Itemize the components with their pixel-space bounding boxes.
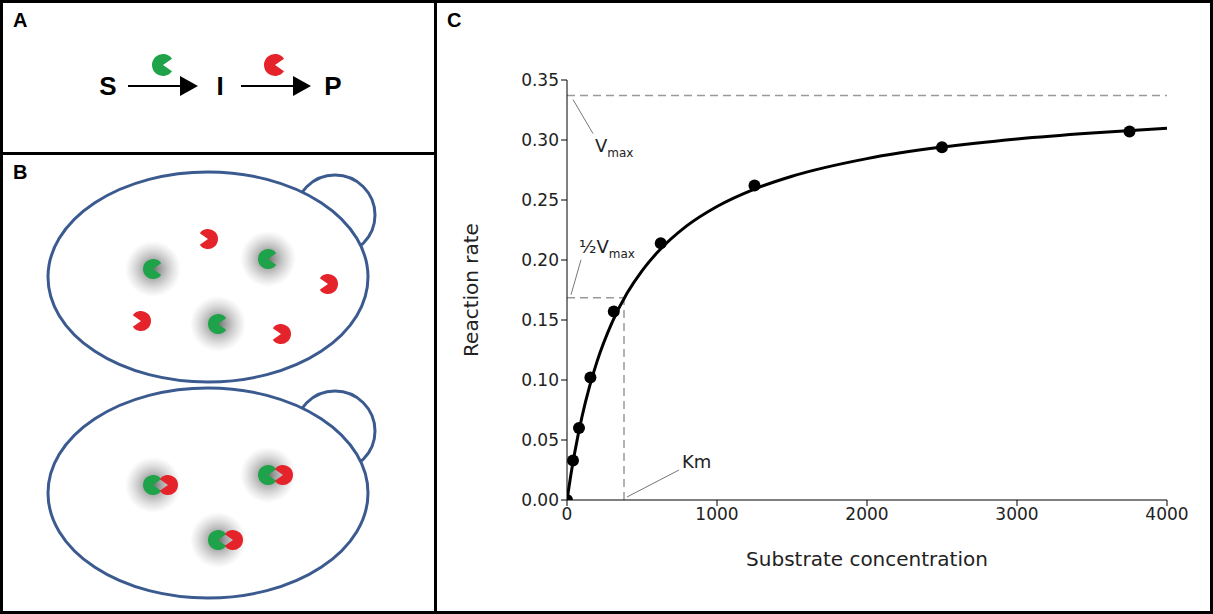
- svg-text:Substrate concentration: Substrate concentration: [746, 547, 988, 571]
- svg-text:0.15: 0.15: [521, 310, 559, 330]
- svg-text:0.20: 0.20: [521, 250, 559, 270]
- html-text:A: A: [13, 9, 28, 31]
- svg-text:Reaction rate: Reaction rate: [459, 223, 483, 357]
- svg-text:0.35: 0.35: [521, 70, 559, 90]
- html-text:C: C: [447, 9, 462, 31]
- svg-text:I: I: [216, 71, 223, 101]
- svg-text:P: P: [324, 71, 341, 101]
- svg-text:½Vmax: ½Vmax: [579, 236, 635, 261]
- svg-text:0.05: 0.05: [521, 430, 559, 450]
- svg-text:0: 0: [562, 504, 573, 524]
- svg-text:4000: 4000: [1145, 504, 1188, 524]
- svg-text:3000: 3000: [995, 504, 1038, 524]
- svg-text:Vmax: Vmax: [595, 135, 633, 160]
- svg-text:0.00: 0.00: [521, 490, 559, 510]
- svg-text:0.10: 0.10: [521, 370, 559, 390]
- svg-text:2000: 2000: [845, 504, 888, 524]
- svg-text:Km: Km: [682, 451, 711, 472]
- svg-text:0.25: 0.25: [521, 190, 559, 210]
- svg-text:1000: 1000: [695, 504, 738, 524]
- svg-text:S: S: [99, 71, 116, 101]
- svg-text:0.30: 0.30: [521, 130, 559, 150]
- html-text:B: B: [13, 161, 28, 183]
